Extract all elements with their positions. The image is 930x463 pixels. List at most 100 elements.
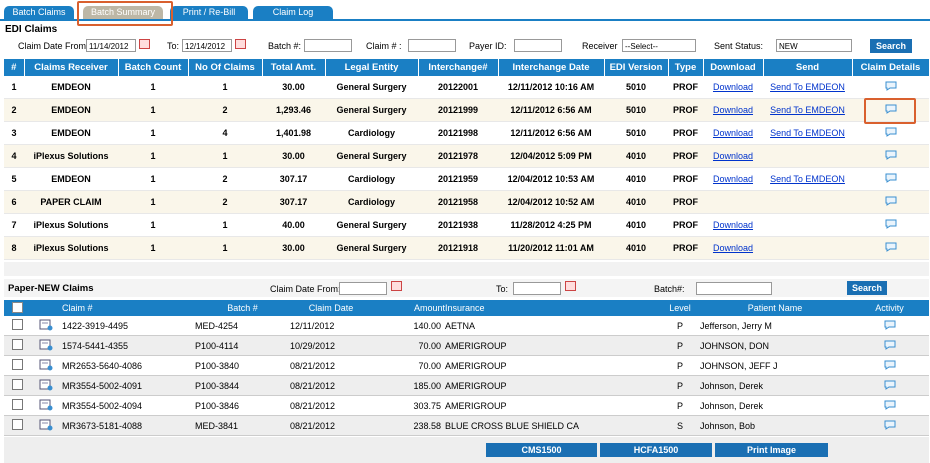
action-button[interactable]: Print Image — [715, 443, 828, 457]
chat-icon[interactable] — [885, 196, 897, 206]
chat-icon[interactable] — [884, 400, 896, 410]
cell: 20121958 — [418, 190, 498, 214]
cell: 3 — [4, 121, 24, 145]
link[interactable]: Download — [712, 174, 754, 184]
claim-icon[interactable] — [39, 419, 53, 431]
checkbox[interactable] — [11, 379, 23, 390]
cell: PROF — [668, 236, 703, 260]
header-cell: Interchange Date — [498, 59, 605, 76]
chat-icon[interactable] — [885, 104, 897, 114]
cell — [703, 190, 763, 214]
text-input[interactable] — [514, 39, 562, 52]
row: 1422-3919-4495 MED-4254 12/11/2012 140.00 AE… — [4, 316, 929, 336]
claim-icon[interactable] — [39, 359, 53, 371]
cell: 2 — [188, 98, 262, 122]
link[interactable]: Send To EMDEON — [770, 82, 845, 92]
checkbox[interactable] — [11, 419, 23, 430]
date-input[interactable] — [339, 282, 387, 295]
claim-icon[interactable] — [39, 319, 53, 331]
select[interactable]: --Select-- — [622, 39, 696, 52]
cell-text: 1 — [222, 243, 228, 253]
tab[interactable]: Batch Claims — [4, 6, 74, 19]
cell: 4010 — [604, 167, 668, 191]
cell: 5010 — [604, 76, 668, 99]
cell — [852, 144, 929, 168]
date-input[interactable]: 11/14/2012 — [86, 39, 136, 52]
link[interactable]: Download — [712, 128, 754, 138]
tab[interactable]: Claim Log — [253, 6, 333, 19]
link[interactable]: Send To EMDEON — [770, 174, 845, 184]
checkbox[interactable] — [11, 319, 23, 330]
claim-icon[interactable] — [39, 379, 53, 391]
calendar-icon[interactable] — [235, 39, 246, 49]
cell: General Surgery — [325, 76, 418, 99]
action-button[interactable]: HCFA1500 — [600, 443, 712, 457]
action-button[interactable]: CMS1500 — [486, 443, 597, 457]
link[interactable]: Download — [712, 243, 754, 253]
checkbox[interactable] — [11, 301, 23, 313]
link[interactable]: Send To EMDEON — [770, 105, 845, 115]
claim-icon[interactable] — [39, 339, 53, 351]
text-input[interactable] — [408, 39, 456, 52]
chat-icon[interactable] — [885, 173, 897, 183]
chat-icon[interactable] — [885, 127, 897, 137]
cell — [852, 167, 929, 191]
cell: Send To EMDEON — [763, 76, 852, 99]
checkbox[interactable] — [11, 339, 23, 350]
calendar-icon[interactable] — [139, 39, 150, 49]
checkbox[interactable] — [11, 359, 23, 370]
cell-text: 1,401.98 — [275, 128, 312, 138]
tab[interactable]: Batch Summary — [83, 6, 163, 19]
cell: AETNA — [445, 316, 660, 336]
select[interactable]: NEW — [776, 39, 852, 52]
link[interactable]: Download — [712, 82, 754, 92]
checkbox[interactable] — [11, 399, 23, 410]
cell: 40.00 — [262, 213, 325, 237]
cell: General Surgery — [325, 144, 418, 168]
chat-icon[interactable] — [884, 360, 896, 370]
claim-icon[interactable] — [39, 399, 53, 411]
text-input[interactable] — [304, 39, 352, 52]
tab[interactable]: Print / Re-Bill — [170, 6, 248, 19]
cell: 2 — [188, 190, 262, 214]
chat-icon[interactable] — [884, 380, 896, 390]
header-cell: Batch # — [195, 300, 290, 316]
cell-text: 70.00 — [418, 360, 441, 371]
link[interactable]: Download — [712, 151, 754, 161]
cell-text: 307.17 — [279, 174, 308, 184]
cell: 4010 — [604, 213, 668, 237]
cell: JOHNSON, DON — [700, 335, 850, 356]
cell: 12/04/2012 10:53 AM — [498, 167, 604, 191]
cell-text: PROF — [672, 105, 698, 115]
date-input[interactable]: 12/14/2012 — [182, 39, 232, 52]
label: Batch #: — [268, 41, 302, 51]
cell: 08/21/2012 — [290, 415, 372, 436]
cell — [850, 415, 929, 436]
search-button[interactable]: Search — [870, 39, 912, 53]
cell — [30, 355, 62, 376]
chat-icon[interactable] — [885, 219, 897, 229]
cell: iPlexus Solutions — [24, 236, 118, 260]
cell-text: 4010 — [625, 197, 647, 207]
cell-text: 12/11/2012 — [290, 320, 335, 331]
calendar-icon[interactable] — [565, 281, 576, 291]
link[interactable]: Download — [712, 220, 754, 230]
date-input[interactable] — [513, 282, 561, 295]
cell-text: 08/21/2012 — [290, 380, 336, 391]
link[interactable]: Send To EMDEON — [770, 128, 845, 138]
cell: PROF — [668, 190, 703, 214]
chat-icon[interactable] — [884, 420, 896, 430]
text-input[interactable] — [696, 282, 772, 295]
calendar-icon[interactable] — [391, 281, 402, 291]
chat-icon[interactable] — [885, 242, 897, 252]
cell: 20122001 — [418, 76, 498, 99]
cell — [30, 335, 62, 356]
chat-icon[interactable] — [885, 150, 897, 160]
chat-icon[interactable] — [885, 81, 897, 91]
section-bar — [4, 279, 929, 297]
chat-icon[interactable] — [884, 320, 896, 330]
link[interactable]: Download — [712, 105, 754, 115]
cell: 20121918 — [418, 236, 498, 260]
chat-icon[interactable] — [884, 340, 896, 350]
search-button[interactable]: Search — [847, 281, 887, 295]
